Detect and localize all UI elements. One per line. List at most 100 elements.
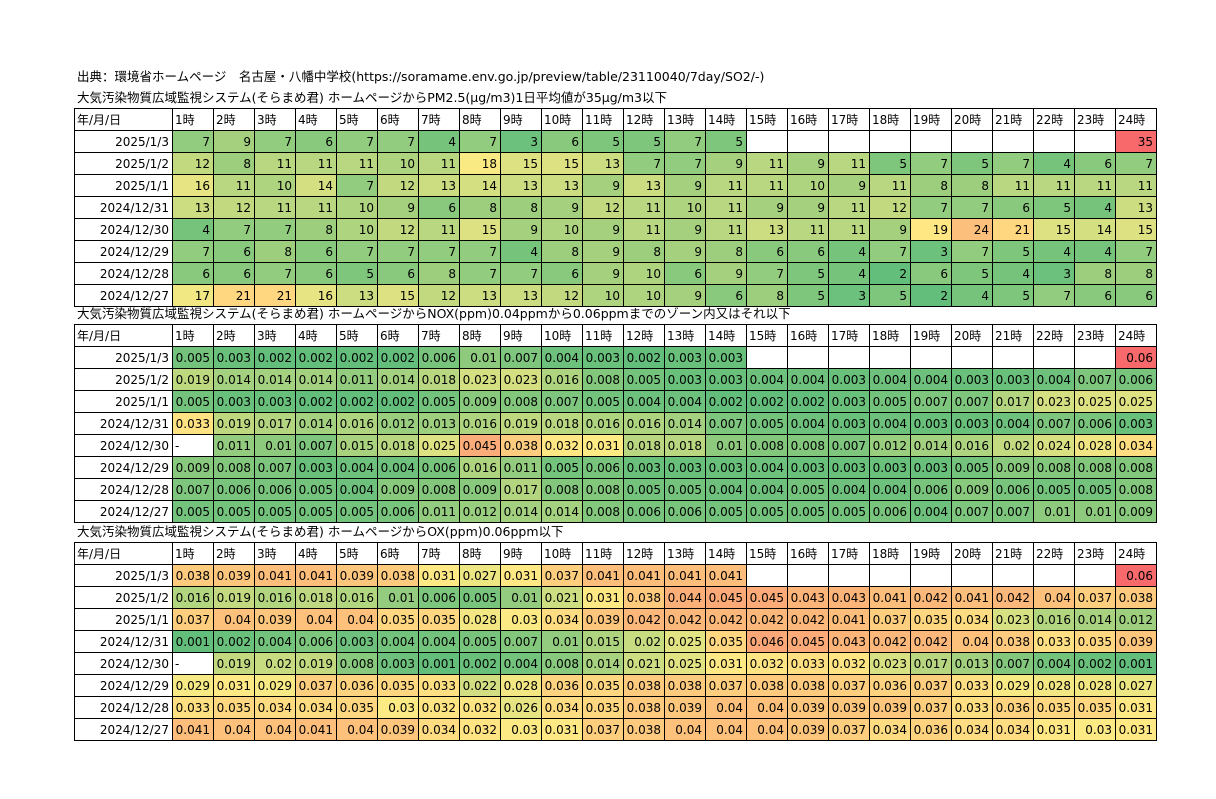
value-cell: 13: [541, 174, 583, 197]
table-row: 2024/12/31 0.033 0.019 0.017 0.014 0.016 0.012…: [74, 412, 1157, 435]
value-cell: 8: [1115, 262, 1157, 285]
value-cell: 0.005: [172, 346, 214, 369]
value-cell: 12: [582, 196, 624, 219]
value-cell: 0.009: [459, 478, 501, 501]
value-cell: 13: [336, 284, 378, 307]
value-cell: 5: [869, 152, 911, 175]
value-cell: [787, 130, 829, 153]
value-cell: 0.012: [377, 412, 419, 435]
table-row: 2024/12/30 4 7 7 8 10 12 11 15 9 10 9 11 9 11 13 11 11 9 19…: [74, 218, 1157, 241]
value-cell: 0.007: [295, 434, 337, 457]
value-cell: 6: [541, 130, 583, 153]
value-cell: 7: [377, 130, 419, 153]
value-cell: 6: [910, 262, 952, 285]
value-cell: 0.011: [418, 500, 460, 523]
table-row: 2024/12/30-0.019 0.02 0.019 0.008 0.003 0.001…: [74, 652, 1157, 675]
value-cell: 0.014: [541, 500, 583, 523]
value-cell: 0.014: [664, 412, 706, 435]
value-cell: 7: [623, 152, 665, 175]
value-cell: 0.035: [1074, 630, 1116, 653]
value-cell: 7: [336, 130, 378, 153]
value-cell: 0.023: [869, 652, 911, 675]
value-cell: 0.009: [377, 478, 419, 501]
value-cell: 8: [500, 196, 542, 219]
value-cell: 0.005: [213, 500, 255, 523]
value-cell: 7: [459, 130, 501, 153]
value-cell: 10: [623, 262, 665, 285]
value-cell: 8: [213, 152, 255, 175]
value-cell: 0.035: [377, 608, 419, 631]
value-cell: 9: [500, 218, 542, 241]
value-cell: 0.034: [541, 608, 583, 631]
value-cell: 11: [623, 218, 665, 241]
value-cell: 0.046: [746, 630, 788, 653]
value-cell: 0.018: [418, 368, 460, 391]
value-cell: 0.028: [1033, 674, 1075, 697]
value-cell: 7: [172, 130, 214, 153]
hour-column-header: 11時: [582, 108, 624, 131]
value-cell: 0.016: [459, 412, 501, 435]
value-cell: 10: [787, 174, 829, 197]
value-cell: 6: [664, 262, 706, 285]
value-cell: 6: [1074, 152, 1116, 175]
value-cell: 0.04: [336, 608, 378, 631]
value-cell: 8: [541, 240, 583, 263]
value-cell: 11: [869, 174, 911, 197]
value-cell: 0.005: [254, 500, 296, 523]
value-cell: 0.012: [459, 500, 501, 523]
value-cell: 0.038: [1115, 586, 1157, 609]
value-cell: 10: [377, 152, 419, 175]
value-cell: [1033, 130, 1075, 153]
value-cell: 9: [869, 218, 911, 241]
value-cell: 0.027: [459, 564, 501, 587]
value-cell: 0.001: [418, 652, 460, 675]
value-cell: 0.006: [992, 478, 1034, 501]
hour-column-header: 17時: [828, 324, 870, 347]
ox-section: 大気汚染物質広域監視システム(そらまめ君) ホームページからOX(ppm)0.0…: [74, 522, 1157, 741]
value-cell: 0.037: [869, 608, 911, 631]
value-cell: 0.009: [459, 390, 501, 413]
value-cell: 0.005: [746, 500, 788, 523]
value-cell: 12: [377, 218, 419, 241]
value-cell: 0.003: [254, 390, 296, 413]
hour-column-header: 24時: [1115, 324, 1157, 347]
value-cell: 0.023: [500, 368, 542, 391]
value-cell: 0.009: [1115, 500, 1157, 523]
hour-column-header: 11時: [582, 542, 624, 565]
value-cell: 0.039: [254, 608, 296, 631]
value-cell: 5: [787, 284, 829, 307]
value-cell: 7: [910, 152, 952, 175]
value-cell: 0.034: [254, 696, 296, 719]
value-cell: 0.035: [1074, 696, 1116, 719]
hour-column-header: 2時: [213, 108, 255, 131]
value-cell: 0.042: [705, 608, 747, 631]
value-cell: 0.038: [172, 564, 214, 587]
value-cell: 6: [295, 240, 337, 263]
value-cell: 0.037: [910, 674, 952, 697]
value-cell: 0.002: [336, 346, 378, 369]
value-cell: 0.003: [705, 456, 747, 479]
value-cell: 0.016: [459, 456, 501, 479]
value-cell: 4: [418, 130, 460, 153]
hour-column-header: 2時: [213, 324, 255, 347]
value-cell: 0.004: [1033, 652, 1075, 675]
value-cell: 0.002: [746, 390, 788, 413]
value-cell: 0.032: [418, 696, 460, 719]
value-cell: 0.045: [705, 586, 747, 609]
value-cell: 9: [664, 240, 706, 263]
value-cell: 0.01: [541, 630, 583, 653]
value-cell: 0.003: [869, 456, 911, 479]
value-cell: 0.016: [172, 586, 214, 609]
value-cell: 0.026: [500, 696, 542, 719]
value-cell: 0.035: [418, 608, 460, 631]
value-cell: 8: [910, 174, 952, 197]
value-cell: 0.035: [1033, 696, 1075, 719]
value-cell: 11: [254, 152, 296, 175]
value-cell: 0.033: [1033, 630, 1075, 653]
value-cell: 0.041: [582, 564, 624, 587]
value-cell: 0.028: [459, 608, 501, 631]
date-cell: 2024/12/28: [74, 478, 173, 501]
value-cell: [787, 564, 829, 587]
value-cell: 0.037: [910, 696, 952, 719]
nox-table-title: 大気汚染物質広域監視システム(そらまめ君) ホームページからNOX(ppm)0.…: [77, 306, 791, 321]
